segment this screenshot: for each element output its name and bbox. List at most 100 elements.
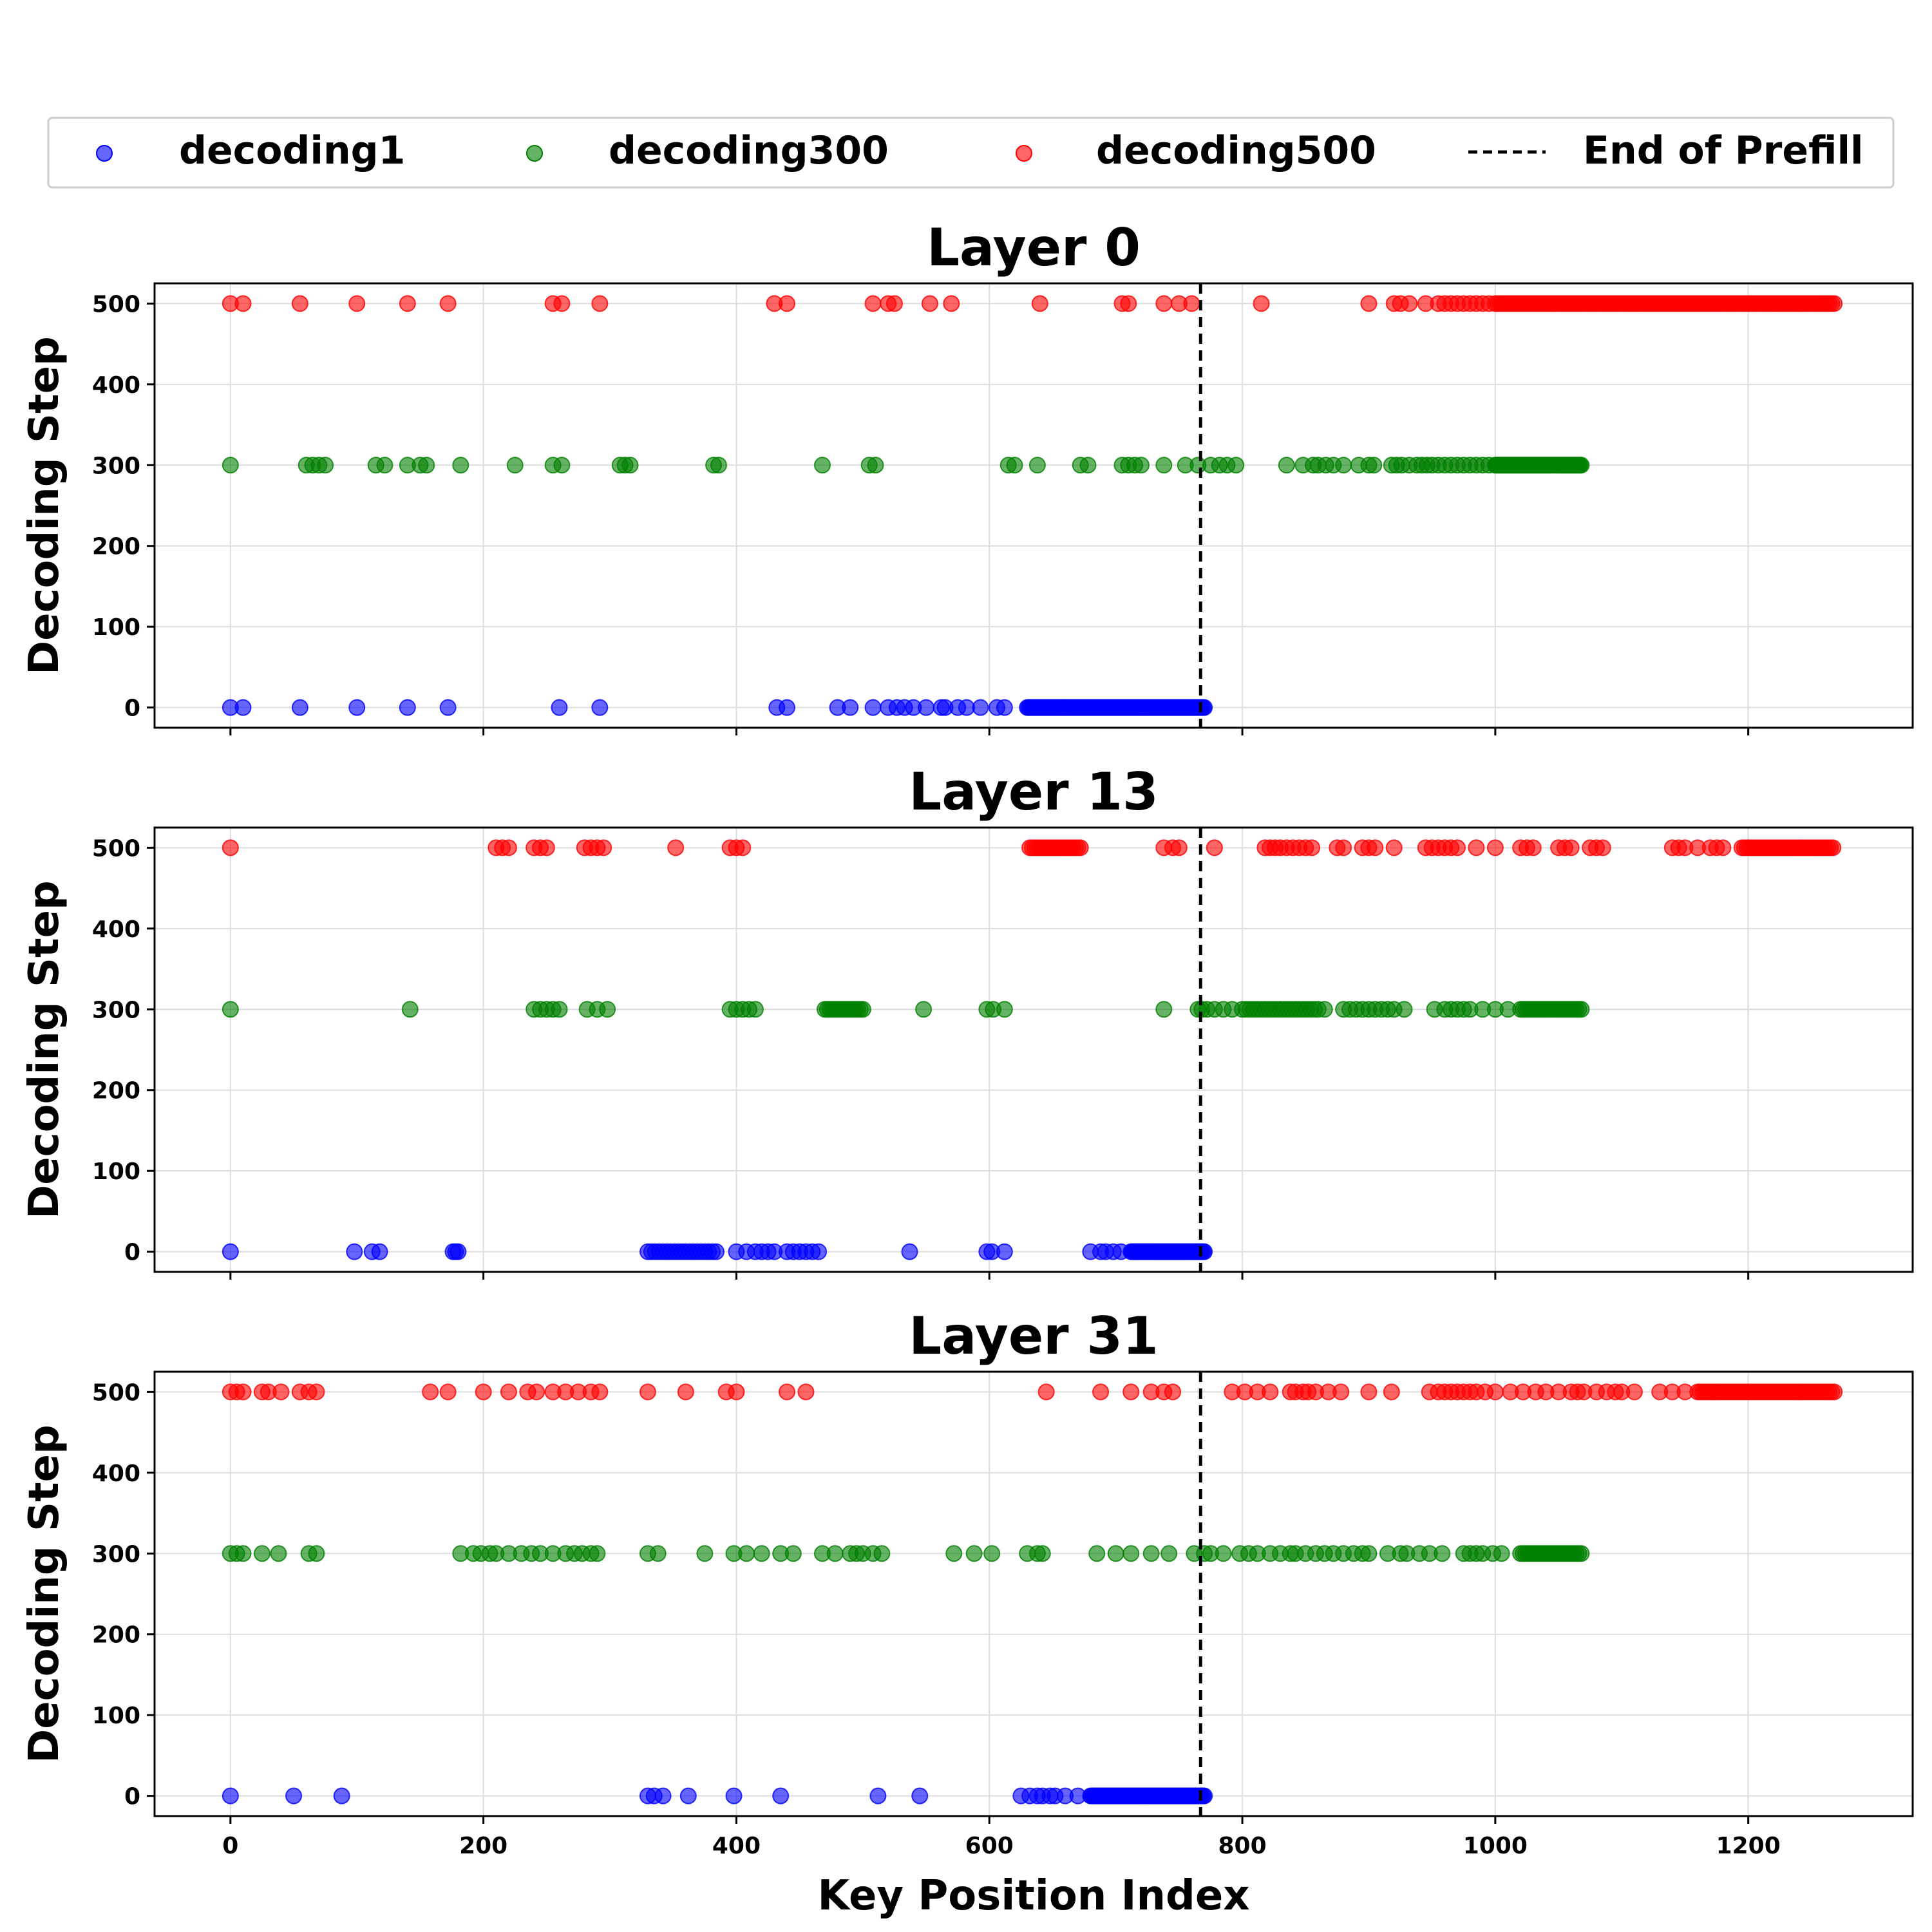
- data-point: [348, 295, 366, 312]
- y-tick-label: 400: [92, 372, 140, 399]
- data-point: [439, 699, 457, 716]
- data-point: [1155, 295, 1173, 312]
- data-point: [1335, 457, 1352, 474]
- data-point: [996, 699, 1013, 716]
- data-point: [1573, 457, 1590, 474]
- data-point: [500, 1383, 517, 1401]
- data-point: [1524, 839, 1542, 857]
- data-point: [422, 1383, 439, 1401]
- y-tick-label: 400: [92, 916, 140, 943]
- data-point: [418, 457, 435, 474]
- y-tick-label: 0: [124, 1240, 140, 1266]
- x-tick-label: 1000: [1463, 1833, 1528, 1859]
- data-point: [1486, 839, 1504, 857]
- series-decoding1: [222, 1243, 1213, 1260]
- series-decoding300: [222, 457, 1590, 474]
- data-point: [222, 839, 239, 857]
- panel-title: Layer 13: [909, 762, 1159, 822]
- data-point: [943, 295, 960, 312]
- data-point: [1385, 839, 1403, 857]
- data-point: [996, 1001, 1013, 1018]
- data-point: [864, 699, 882, 716]
- data-point: [333, 1787, 350, 1804]
- data-point: [873, 1545, 891, 1562]
- data-point: [945, 1545, 963, 1562]
- data-point: [1360, 1545, 1378, 1562]
- data-point: [450, 1243, 467, 1260]
- data-point: [1107, 1545, 1124, 1562]
- data-point: [958, 699, 975, 716]
- data-point: [654, 1787, 672, 1804]
- data-point: [1132, 457, 1150, 474]
- data-point: [869, 1787, 887, 1804]
- data-point: [234, 699, 252, 716]
- data-point: [317, 457, 334, 474]
- data-point: [1468, 839, 1485, 857]
- data-point: [1401, 295, 1418, 312]
- legend-marker-decoding500: [1016, 145, 1032, 162]
- data-point: [1594, 839, 1611, 857]
- y-tick-label: 300: [92, 453, 140, 479]
- data-point: [272, 1383, 290, 1401]
- data-point: [1332, 1383, 1350, 1401]
- data-point: [285, 1787, 303, 1804]
- y-tick-label: 500: [92, 1379, 140, 1406]
- data-point: [538, 839, 555, 857]
- data-point: [553, 295, 571, 312]
- data-point: [1493, 1545, 1510, 1562]
- data-point: [1088, 1545, 1106, 1562]
- panel-layer-13: Layer 13 0 100 200 300 400 500 Decoding Step: [21, 762, 1914, 1280]
- panel-layer-31: Layer 31 0 100 200 300 400 500 0 200 400 600 800 100…: [21, 1306, 1914, 1859]
- data-point: [1486, 1383, 1504, 1401]
- data-point: [1072, 839, 1089, 857]
- y-tick-label: 200: [92, 1622, 140, 1649]
- data-point: [710, 457, 727, 474]
- data-point: [1309, 1001, 1327, 1018]
- data-point: [1625, 1383, 1643, 1401]
- data-point: [621, 457, 639, 474]
- y-tick-label: 100: [92, 614, 140, 641]
- data-point: [308, 1545, 325, 1562]
- chart-legend: decoding1 decoding300 decoding500 End of Pr…: [47, 117, 1895, 189]
- data-point: [915, 1001, 933, 1018]
- data-point: [589, 1545, 606, 1562]
- x-tick-label: 600: [965, 1833, 1014, 1859]
- data-point: [376, 457, 393, 474]
- data-point: [708, 1243, 725, 1260]
- data-point: [983, 1545, 1001, 1562]
- data-point: [1092, 1383, 1110, 1401]
- data-point: [1365, 457, 1383, 474]
- data-point: [1196, 699, 1213, 716]
- data-point: [867, 457, 884, 474]
- data-point: [222, 1787, 239, 1804]
- data-point: [679, 1787, 697, 1804]
- data-point: [1367, 839, 1384, 857]
- data-point: [1383, 1383, 1400, 1401]
- data-point: [779, 1383, 796, 1401]
- data-point: [551, 699, 568, 716]
- plot-frame: [153, 1370, 1914, 1817]
- data-point: [854, 1001, 871, 1018]
- data-point: [1122, 1383, 1140, 1401]
- y-tick-label: 200: [92, 534, 140, 560]
- data-point: [779, 699, 796, 716]
- data-point: [401, 1001, 419, 1018]
- data-point: [842, 699, 859, 716]
- data-point: [528, 1383, 545, 1401]
- y-tick-label: 500: [92, 835, 140, 862]
- panel-title: Layer 0: [927, 218, 1141, 278]
- series-decoding500: [222, 1383, 1843, 1401]
- legend-frame: [47, 117, 1895, 189]
- data-point: [599, 1001, 616, 1018]
- data-point: [728, 1383, 745, 1401]
- data-point: [222, 1001, 239, 1018]
- legend-label-decoding500: decoding500: [1096, 128, 1376, 173]
- data-point: [1262, 1383, 1279, 1401]
- series-decoding1: [222, 699, 1213, 716]
- data-point: [399, 699, 416, 716]
- data-point: [1335, 839, 1352, 857]
- data-point: [814, 457, 831, 474]
- legend-label-end-of-prefill: End of Prefill: [1583, 128, 1864, 173]
